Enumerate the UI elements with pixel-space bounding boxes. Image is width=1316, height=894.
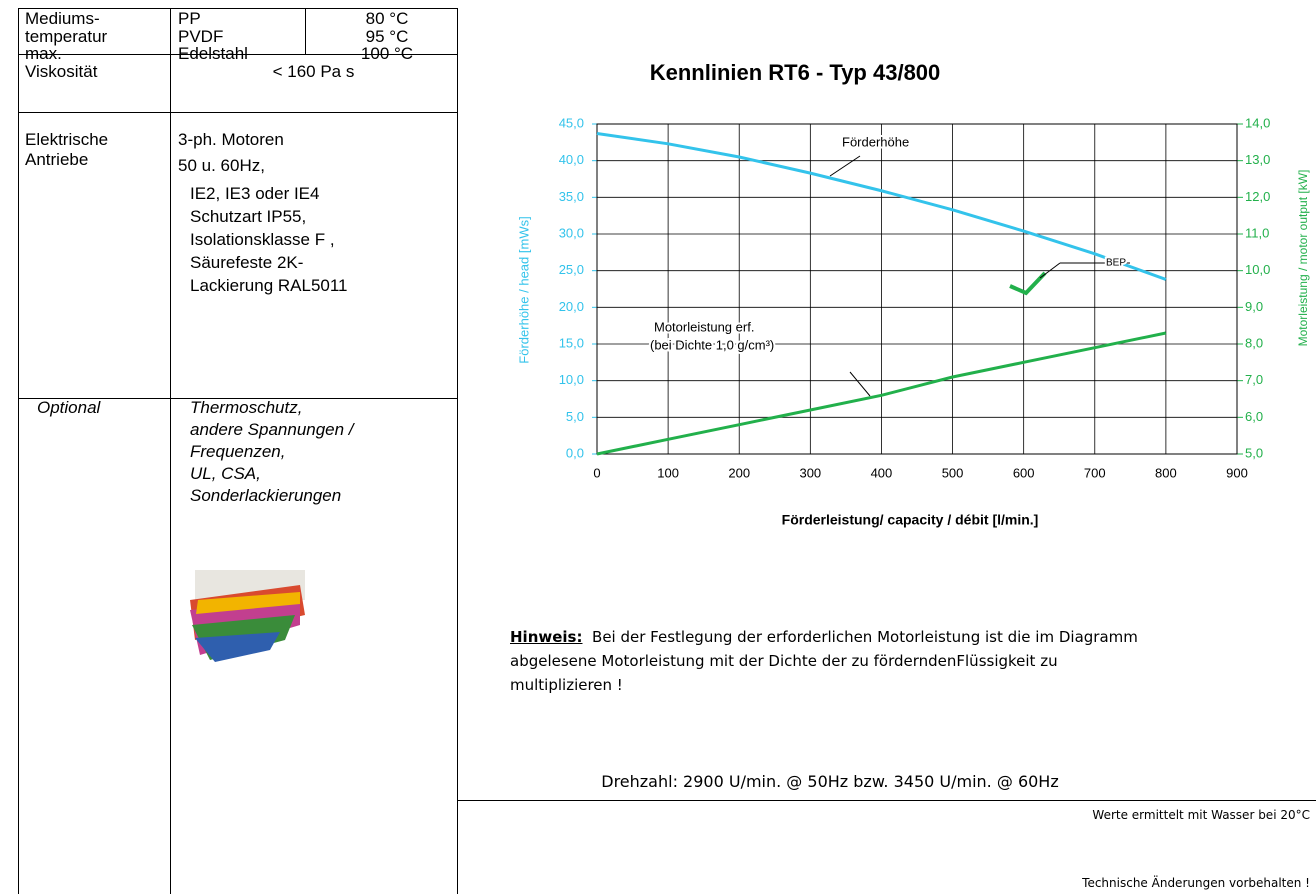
- y2-tick-label: 12,0: [1245, 189, 1270, 204]
- y2-tick-label: 10,0: [1245, 262, 1270, 277]
- y-tick-label: 40,0: [559, 152, 584, 167]
- x-tick-label: 600: [1013, 465, 1035, 480]
- y2-tick-label: 13,0: [1245, 152, 1270, 167]
- x-tick-label: 400: [871, 465, 893, 480]
- x-tick-label: 200: [728, 465, 750, 480]
- x-tick-label: 500: [942, 465, 964, 480]
- chart-title: Kennlinien RT6 - Typ 43/800: [650, 60, 941, 85]
- leader-line: [830, 156, 860, 176]
- annotation: (bei Dichte 1,0 g/cm³): [650, 337, 774, 352]
- plot-border: [597, 124, 1237, 454]
- x-axis-label: Förderleistung/ capacity / débit [l/min.…: [782, 512, 1039, 528]
- series-label: Förderhöhe: [842, 134, 909, 149]
- y-tick-label: 35,0: [559, 189, 584, 204]
- y-tick-label: 20,0: [559, 299, 584, 314]
- chart: Kennlinien RT6 - Typ 43/800 Förderleistu…: [0, 0, 1316, 894]
- y-tick-label: 5,0: [566, 409, 584, 424]
- y-tick-label: 45,0: [559, 115, 584, 130]
- y2-tick-label: 6,0: [1245, 409, 1263, 424]
- x-tick-label: 0: [593, 465, 600, 480]
- x-tick-label: 300: [799, 465, 821, 480]
- y-tick-label: 25,0: [559, 262, 584, 277]
- y2-tick-label: 8,0: [1245, 335, 1263, 350]
- x-tick-label: 100: [657, 465, 679, 480]
- leader-line: [850, 372, 870, 396]
- y2-tick-label: 7,0: [1245, 372, 1263, 387]
- page: {"table": {"rows": [ {"label": ["Mediums…: [0, 0, 1316, 894]
- y2-axis-label: Motorleistung / motor output [kW]: [1296, 170, 1310, 347]
- x-tick-label: 900: [1226, 465, 1248, 480]
- y2-tick-label: 14,0: [1245, 115, 1270, 130]
- y-axis-label: Förderhöhe / head [mWs]: [516, 216, 531, 363]
- y-tick-label: 10,0: [559, 372, 584, 387]
- y2-tick-label: 5,0: [1245, 445, 1263, 460]
- series-label: Motorleistung erf.: [654, 319, 754, 334]
- x-tick-label: 800: [1155, 465, 1177, 480]
- bep-check: [1010, 273, 1045, 293]
- y2-tick-label: 9,0: [1245, 299, 1263, 314]
- annotation: BEP: [1106, 258, 1126, 269]
- y-tick-label: 15,0: [559, 335, 584, 350]
- color-fan: [190, 570, 305, 662]
- y2-tick-label: 11,0: [1245, 225, 1269, 240]
- x-tick-label: 700: [1084, 465, 1106, 480]
- y-tick-label: 30,0: [559, 225, 584, 240]
- y-tick-label: 0,0: [566, 445, 584, 460]
